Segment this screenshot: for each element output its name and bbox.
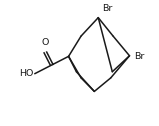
Text: Br: Br	[134, 52, 145, 61]
Text: Br: Br	[102, 4, 113, 13]
Text: HO: HO	[19, 69, 33, 78]
Text: O: O	[41, 38, 49, 46]
